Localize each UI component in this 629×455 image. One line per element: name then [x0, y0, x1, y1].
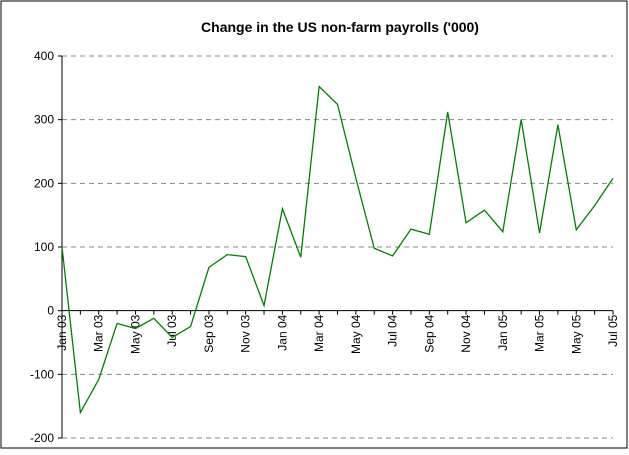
- line-series: [61, 85, 614, 415]
- x-tick-label: Jan 05: [496, 314, 510, 350]
- x-tick-label: Jul 03: [165, 314, 179, 346]
- x-tick-label: May 04: [349, 314, 363, 354]
- x-tick-label: Mar 03: [92, 314, 106, 352]
- x-tick-label: Sep 03: [202, 314, 216, 352]
- y-tick-label: 200: [34, 176, 54, 190]
- x-tick-label: Sep 04: [422, 314, 436, 352]
- x-tick-label: May 05: [569, 314, 583, 354]
- x-tick-label: Nov 04: [459, 314, 473, 352]
- x-tick-label: May 03: [128, 314, 142, 354]
- y-tick-label: 400: [34, 49, 54, 63]
- y-tick-label: -200: [30, 431, 54, 445]
- x-tick-label: Jan 03: [55, 314, 69, 350]
- x-tick-label: Jul 04: [386, 314, 400, 346]
- x-tick-label: Mar 04: [312, 314, 326, 352]
- x-tick-label: Mar 05: [533, 314, 547, 352]
- x-tick-label: Jul 05: [606, 314, 620, 346]
- y-tick-label: 100: [34, 240, 54, 254]
- x-tick-label: Nov 03: [239, 314, 253, 352]
- x-tick-label: Jan 04: [275, 314, 289, 350]
- chart-title: Change in the US non-farm payrolls ('000…: [201, 19, 479, 35]
- y-tick-label: 0: [47, 304, 54, 318]
- y-tick-label: -100: [30, 367, 54, 381]
- y-tick-label: 300: [34, 113, 54, 127]
